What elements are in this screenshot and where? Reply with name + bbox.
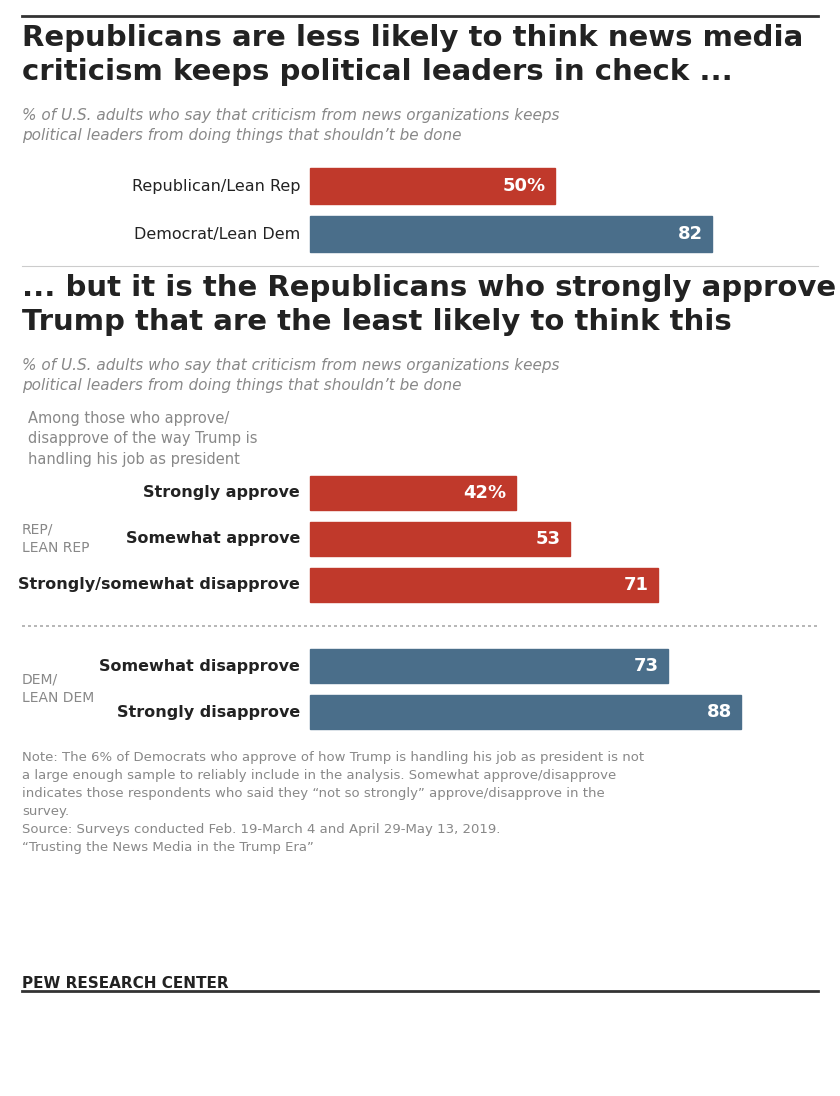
Text: 88: 88 [707, 703, 732, 721]
Text: 50%: 50% [503, 176, 546, 195]
Text: REP/
LEAN REP: REP/ LEAN REP [22, 523, 90, 556]
Text: 53: 53 [536, 530, 561, 548]
Text: Somewhat disapprove: Somewhat disapprove [99, 659, 300, 674]
Text: Democrat/Lean Dem: Democrat/Lean Dem [134, 227, 300, 241]
Text: ... but it is the Republicans who strongly approve of
Trump that are the least l: ... but it is the Republicans who strong… [22, 274, 840, 335]
Text: Republican/Lean Rep: Republican/Lean Rep [132, 179, 300, 194]
Bar [310, 216, 711, 252]
Bar [310, 168, 555, 204]
Bar [310, 649, 668, 683]
Text: Strongly approve: Strongly approve [144, 486, 300, 501]
Text: 82: 82 [678, 225, 703, 243]
Text: Among those who approve/
disapprove of the way Trump is
handling his job as pres: Among those who approve/ disapprove of t… [28, 411, 258, 467]
Text: % of U.S. adults who say that criticism from news organizations keeps
political : % of U.S. adults who say that criticism … [22, 358, 559, 393]
Text: PEW RESEARCH CENTER: PEW RESEARCH CENTER [22, 977, 228, 991]
Text: Strongly/somewhat disapprove: Strongly/somewhat disapprove [18, 578, 300, 593]
Bar [310, 695, 741, 729]
Text: 73: 73 [633, 657, 659, 675]
Bar [310, 476, 516, 510]
Text: Strongly disapprove: Strongly disapprove [117, 705, 300, 719]
Text: Somewhat approve: Somewhat approve [126, 532, 300, 547]
Text: 71: 71 [624, 576, 649, 594]
Bar [310, 568, 658, 602]
Text: Republicans are less likely to think news media
criticism keeps political leader: Republicans are less likely to think new… [22, 24, 803, 85]
Bar [310, 522, 570, 556]
Text: Note: The 6% of Democrats who approve of how Trump is handling his job as presid: Note: The 6% of Democrats who approve of… [22, 751, 644, 854]
Text: DEM/
LEAN DEM: DEM/ LEAN DEM [22, 673, 94, 705]
Text: 42%: 42% [464, 484, 507, 502]
Text: % of U.S. adults who say that criticism from news organizations keeps
political : % of U.S. adults who say that criticism … [22, 109, 559, 144]
